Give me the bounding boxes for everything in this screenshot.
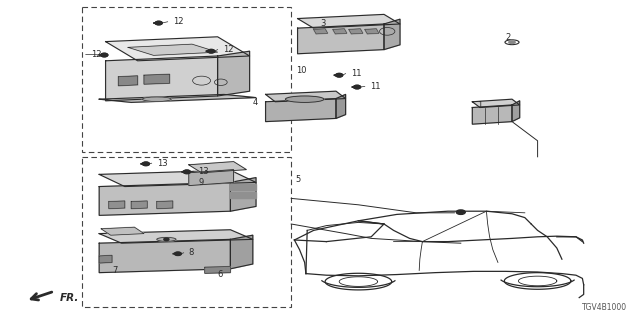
Polygon shape [512,101,520,122]
Polygon shape [333,29,347,34]
Text: 9: 9 [198,178,204,187]
Polygon shape [206,50,211,52]
Text: 13: 13 [198,167,209,176]
Polygon shape [314,29,328,34]
Polygon shape [109,201,125,209]
Polygon shape [106,37,250,61]
Circle shape [143,162,149,165]
Bar [82,7,291,152]
Text: 4: 4 [253,98,258,107]
Text: 3: 3 [320,19,325,28]
Polygon shape [206,50,211,52]
Polygon shape [334,74,339,76]
Circle shape [336,74,342,77]
Circle shape [177,253,179,254]
Polygon shape [230,184,256,190]
Polygon shape [189,162,246,173]
Polygon shape [182,171,187,173]
Circle shape [456,210,465,214]
Text: 11: 11 [351,69,361,78]
Text: 11: 11 [370,82,380,91]
Polygon shape [472,105,512,124]
Polygon shape [99,54,104,56]
Polygon shape [154,22,159,24]
Polygon shape [218,51,250,96]
Polygon shape [365,29,379,34]
Polygon shape [99,230,253,243]
Text: 12: 12 [91,50,101,59]
Polygon shape [472,99,520,108]
Polygon shape [118,76,138,86]
Polygon shape [101,227,144,235]
Polygon shape [173,252,178,255]
Circle shape [208,50,214,53]
Polygon shape [144,74,170,84]
Text: 13: 13 [157,159,168,168]
Polygon shape [141,163,146,165]
Polygon shape [336,94,346,118]
Circle shape [354,85,360,89]
Ellipse shape [285,96,324,102]
Polygon shape [141,163,146,165]
Circle shape [101,53,108,57]
Circle shape [354,85,360,89]
Polygon shape [384,19,400,50]
Polygon shape [99,170,256,187]
Text: 12: 12 [223,45,233,54]
Text: TGV4B1000: TGV4B1000 [582,303,627,312]
Circle shape [175,252,181,255]
Polygon shape [99,182,230,215]
Text: 12: 12 [173,17,183,26]
Polygon shape [99,239,230,273]
Polygon shape [266,99,336,122]
Polygon shape [157,201,173,209]
Circle shape [184,170,190,173]
Text: 1: 1 [477,101,482,110]
Polygon shape [189,170,234,186]
Text: 2: 2 [506,33,511,42]
Polygon shape [99,54,104,56]
Circle shape [143,162,149,165]
Bar [82,157,291,307]
Circle shape [208,50,214,53]
Text: 5: 5 [296,175,301,184]
Polygon shape [266,91,346,102]
Polygon shape [128,44,218,55]
Polygon shape [230,235,253,269]
Polygon shape [182,171,187,173]
Circle shape [101,53,108,57]
Polygon shape [230,192,256,198]
Polygon shape [352,86,357,88]
Text: 10: 10 [296,66,306,75]
Polygon shape [154,22,159,24]
Polygon shape [205,267,230,273]
Circle shape [184,170,190,173]
Text: 7: 7 [112,266,117,275]
Circle shape [156,21,162,25]
Ellipse shape [157,237,176,241]
Polygon shape [352,86,357,88]
Polygon shape [349,29,363,34]
Polygon shape [230,178,256,211]
Text: 6: 6 [218,270,223,279]
Polygon shape [334,74,339,76]
Text: FR.: FR. [60,293,79,303]
Circle shape [164,238,169,241]
Polygon shape [106,56,218,101]
Polygon shape [131,201,147,209]
Polygon shape [298,14,400,28]
Polygon shape [99,94,256,102]
Polygon shape [298,24,384,54]
Circle shape [336,74,342,77]
Polygon shape [99,255,112,263]
Circle shape [156,21,162,25]
Ellipse shape [509,41,515,44]
Text: 8: 8 [189,248,194,257]
Ellipse shape [143,97,172,101]
